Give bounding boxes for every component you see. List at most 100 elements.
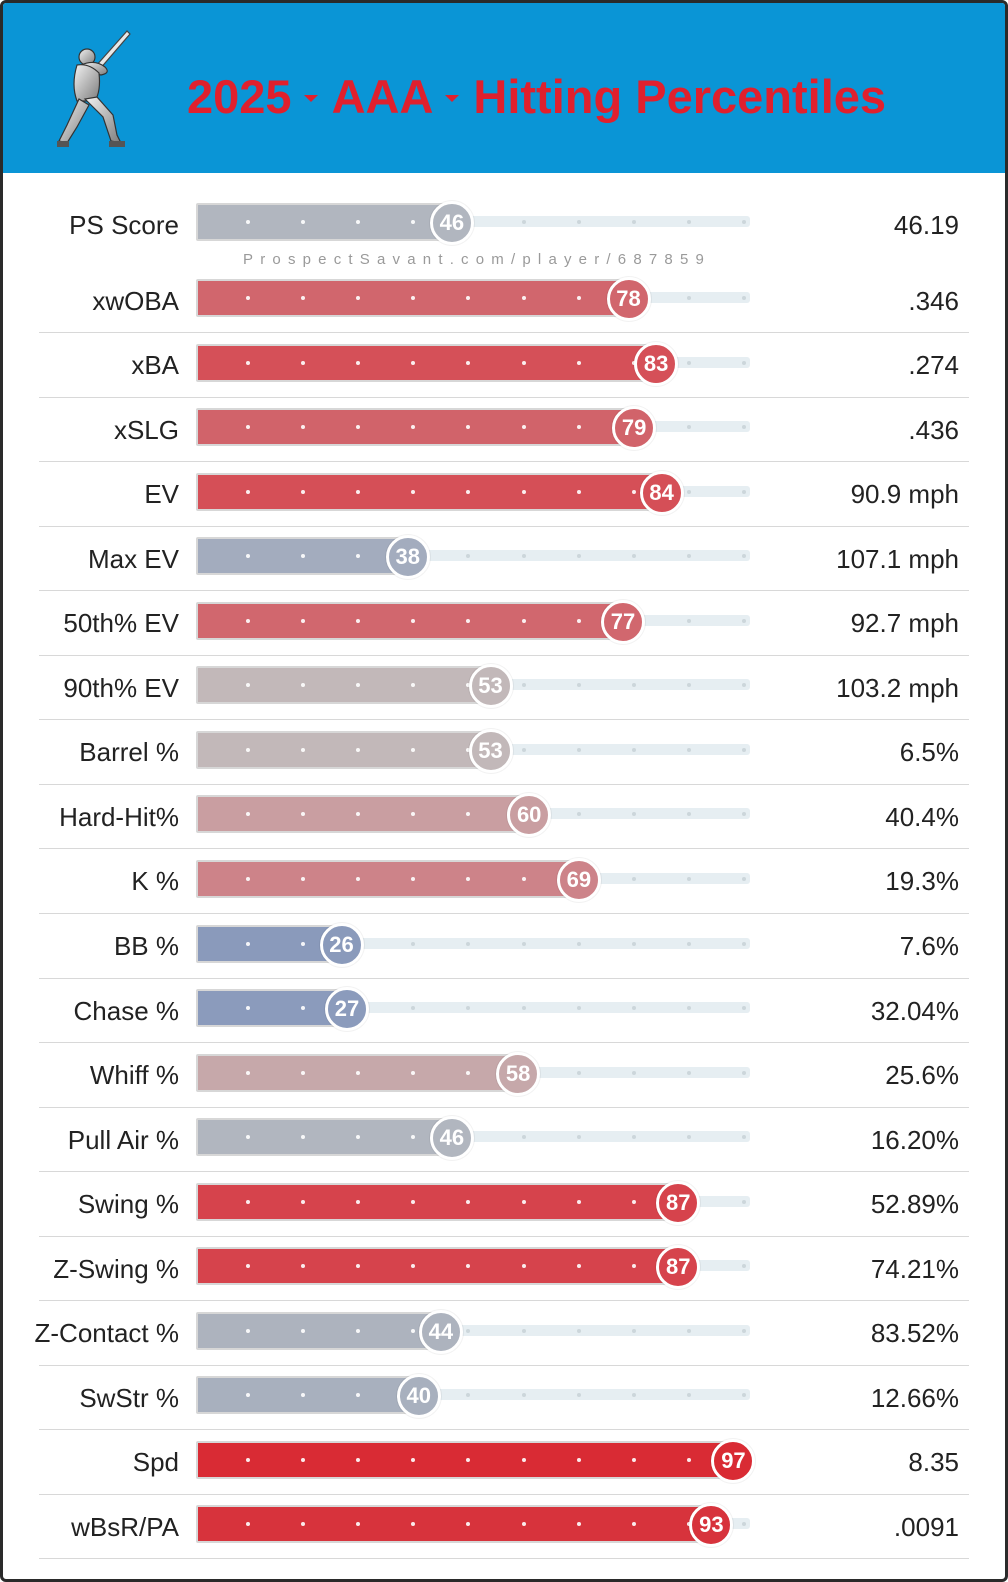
metric-row: Swing % 87 52.89% (3, 1173, 1005, 1237)
track-tick (687, 618, 692, 623)
track-tick (576, 1522, 581, 1527)
track-tick (742, 1264, 747, 1269)
track-tick (576, 1393, 581, 1398)
track-tick (632, 220, 637, 224)
level-dropdown[interactable]: AAA (332, 69, 460, 124)
metric-label: K % (131, 866, 179, 897)
track-tick (300, 812, 305, 817)
track-tick (300, 220, 305, 224)
percentile-bar (196, 1440, 734, 1479)
track-tick (245, 1006, 250, 1011)
track-tick (356, 1070, 361, 1075)
track-tick (521, 1328, 526, 1333)
metric-value: 52.89% (870, 1189, 959, 1220)
track-tick (411, 683, 416, 688)
track-tick (687, 1070, 692, 1075)
percentile-badge: 78 (606, 277, 651, 321)
track-tick (300, 747, 305, 752)
track-tick (632, 1135, 637, 1140)
metric-value: .436 (908, 414, 959, 445)
track-tick (632, 1199, 637, 1204)
track-tick (742, 296, 747, 300)
track-tick (245, 941, 250, 946)
track-tick (300, 554, 305, 559)
metric-row: SwStr % 40 12.66% (3, 1366, 1005, 1431)
track-tick (411, 425, 416, 430)
season-dropdown[interactable]: 2025 (187, 69, 318, 124)
track-tick (687, 554, 692, 559)
percentile-badge: 44 (418, 1309, 463, 1354)
track-tick (411, 220, 416, 224)
track-tick (300, 1457, 305, 1462)
track-tick (411, 876, 416, 881)
track-tick (300, 941, 305, 946)
track-tick (742, 1328, 747, 1333)
metric-value: 16.20% (870, 1124, 959, 1155)
percentile-badge: 46 (429, 201, 474, 245)
track-tick (245, 425, 250, 430)
metric-value: 8.35 (908, 1447, 959, 1478)
percentile-track (198, 1002, 750, 1014)
track-tick (300, 618, 305, 623)
percentile-bar (196, 1505, 712, 1544)
track-tick (687, 1393, 692, 1398)
percentile-badge: 84 (639, 470, 684, 515)
track-tick (687, 812, 692, 817)
track-tick (576, 1070, 581, 1075)
track-tick (576, 489, 581, 494)
track-tick (300, 1522, 305, 1527)
chevron-down-icon (445, 94, 460, 102)
track-tick (742, 220, 747, 224)
row-divider (39, 1493, 969, 1495)
track-tick (632, 1070, 637, 1075)
track-tick (245, 618, 250, 623)
track-tick (356, 1393, 361, 1398)
track-tick (742, 876, 747, 881)
track-tick (411, 360, 416, 365)
percentile-bar (196, 1376, 419, 1415)
row-divider (39, 783, 969, 785)
metric-label: Barrel % (79, 737, 179, 768)
track-tick (466, 1070, 471, 1075)
track-tick (687, 747, 692, 752)
track-tick (687, 425, 692, 430)
track-tick (521, 1457, 526, 1462)
metric-row: wBsR/PA 93 .0091 (3, 1495, 1005, 1560)
track-tick (687, 941, 692, 946)
track-tick (300, 683, 305, 688)
metric-row: K % 69 19.3% (3, 850, 1005, 914)
metric-row: PS Score 46 46.19 (3, 193, 1005, 257)
metric-value: 40.4% (885, 801, 959, 832)
track-tick (356, 360, 361, 365)
percentile-bar (196, 666, 491, 705)
row-divider (39, 1042, 969, 1044)
row-divider (39, 1235, 969, 1237)
metric-label: PS Score (69, 209, 179, 240)
metric-label: Pull Air % (67, 1124, 179, 1155)
season-label: 2025 (187, 69, 292, 123)
metric-label: Whiff % (89, 1060, 179, 1091)
metric-label: Hard-Hit% (59, 801, 179, 832)
track-tick (521, 1135, 526, 1140)
percentile-bar (196, 343, 657, 382)
percentile-bar (196, 1118, 452, 1157)
metric-row: 50th% EV 77 92.7 mph (3, 592, 1005, 656)
track-tick (576, 220, 581, 224)
row-divider (39, 1106, 969, 1108)
track-tick (632, 1522, 637, 1527)
metric-value: 92.7 mph (850, 608, 959, 639)
metric-label: Spd (132, 1447, 179, 1478)
track-tick (411, 1135, 416, 1140)
track-tick (521, 360, 526, 365)
track-tick (300, 489, 305, 494)
track-tick (411, 1522, 416, 1527)
metric-value: .0091 (893, 1511, 959, 1542)
track-tick (300, 296, 305, 300)
track-tick (245, 1393, 250, 1398)
track-tick (521, 425, 526, 430)
track-tick (576, 683, 581, 688)
percentile-badge: 27 (325, 987, 370, 1032)
metric-value: 83.52% (870, 1318, 959, 1349)
metric-label: Max EV (87, 543, 179, 574)
percentile-bar (196, 203, 452, 241)
